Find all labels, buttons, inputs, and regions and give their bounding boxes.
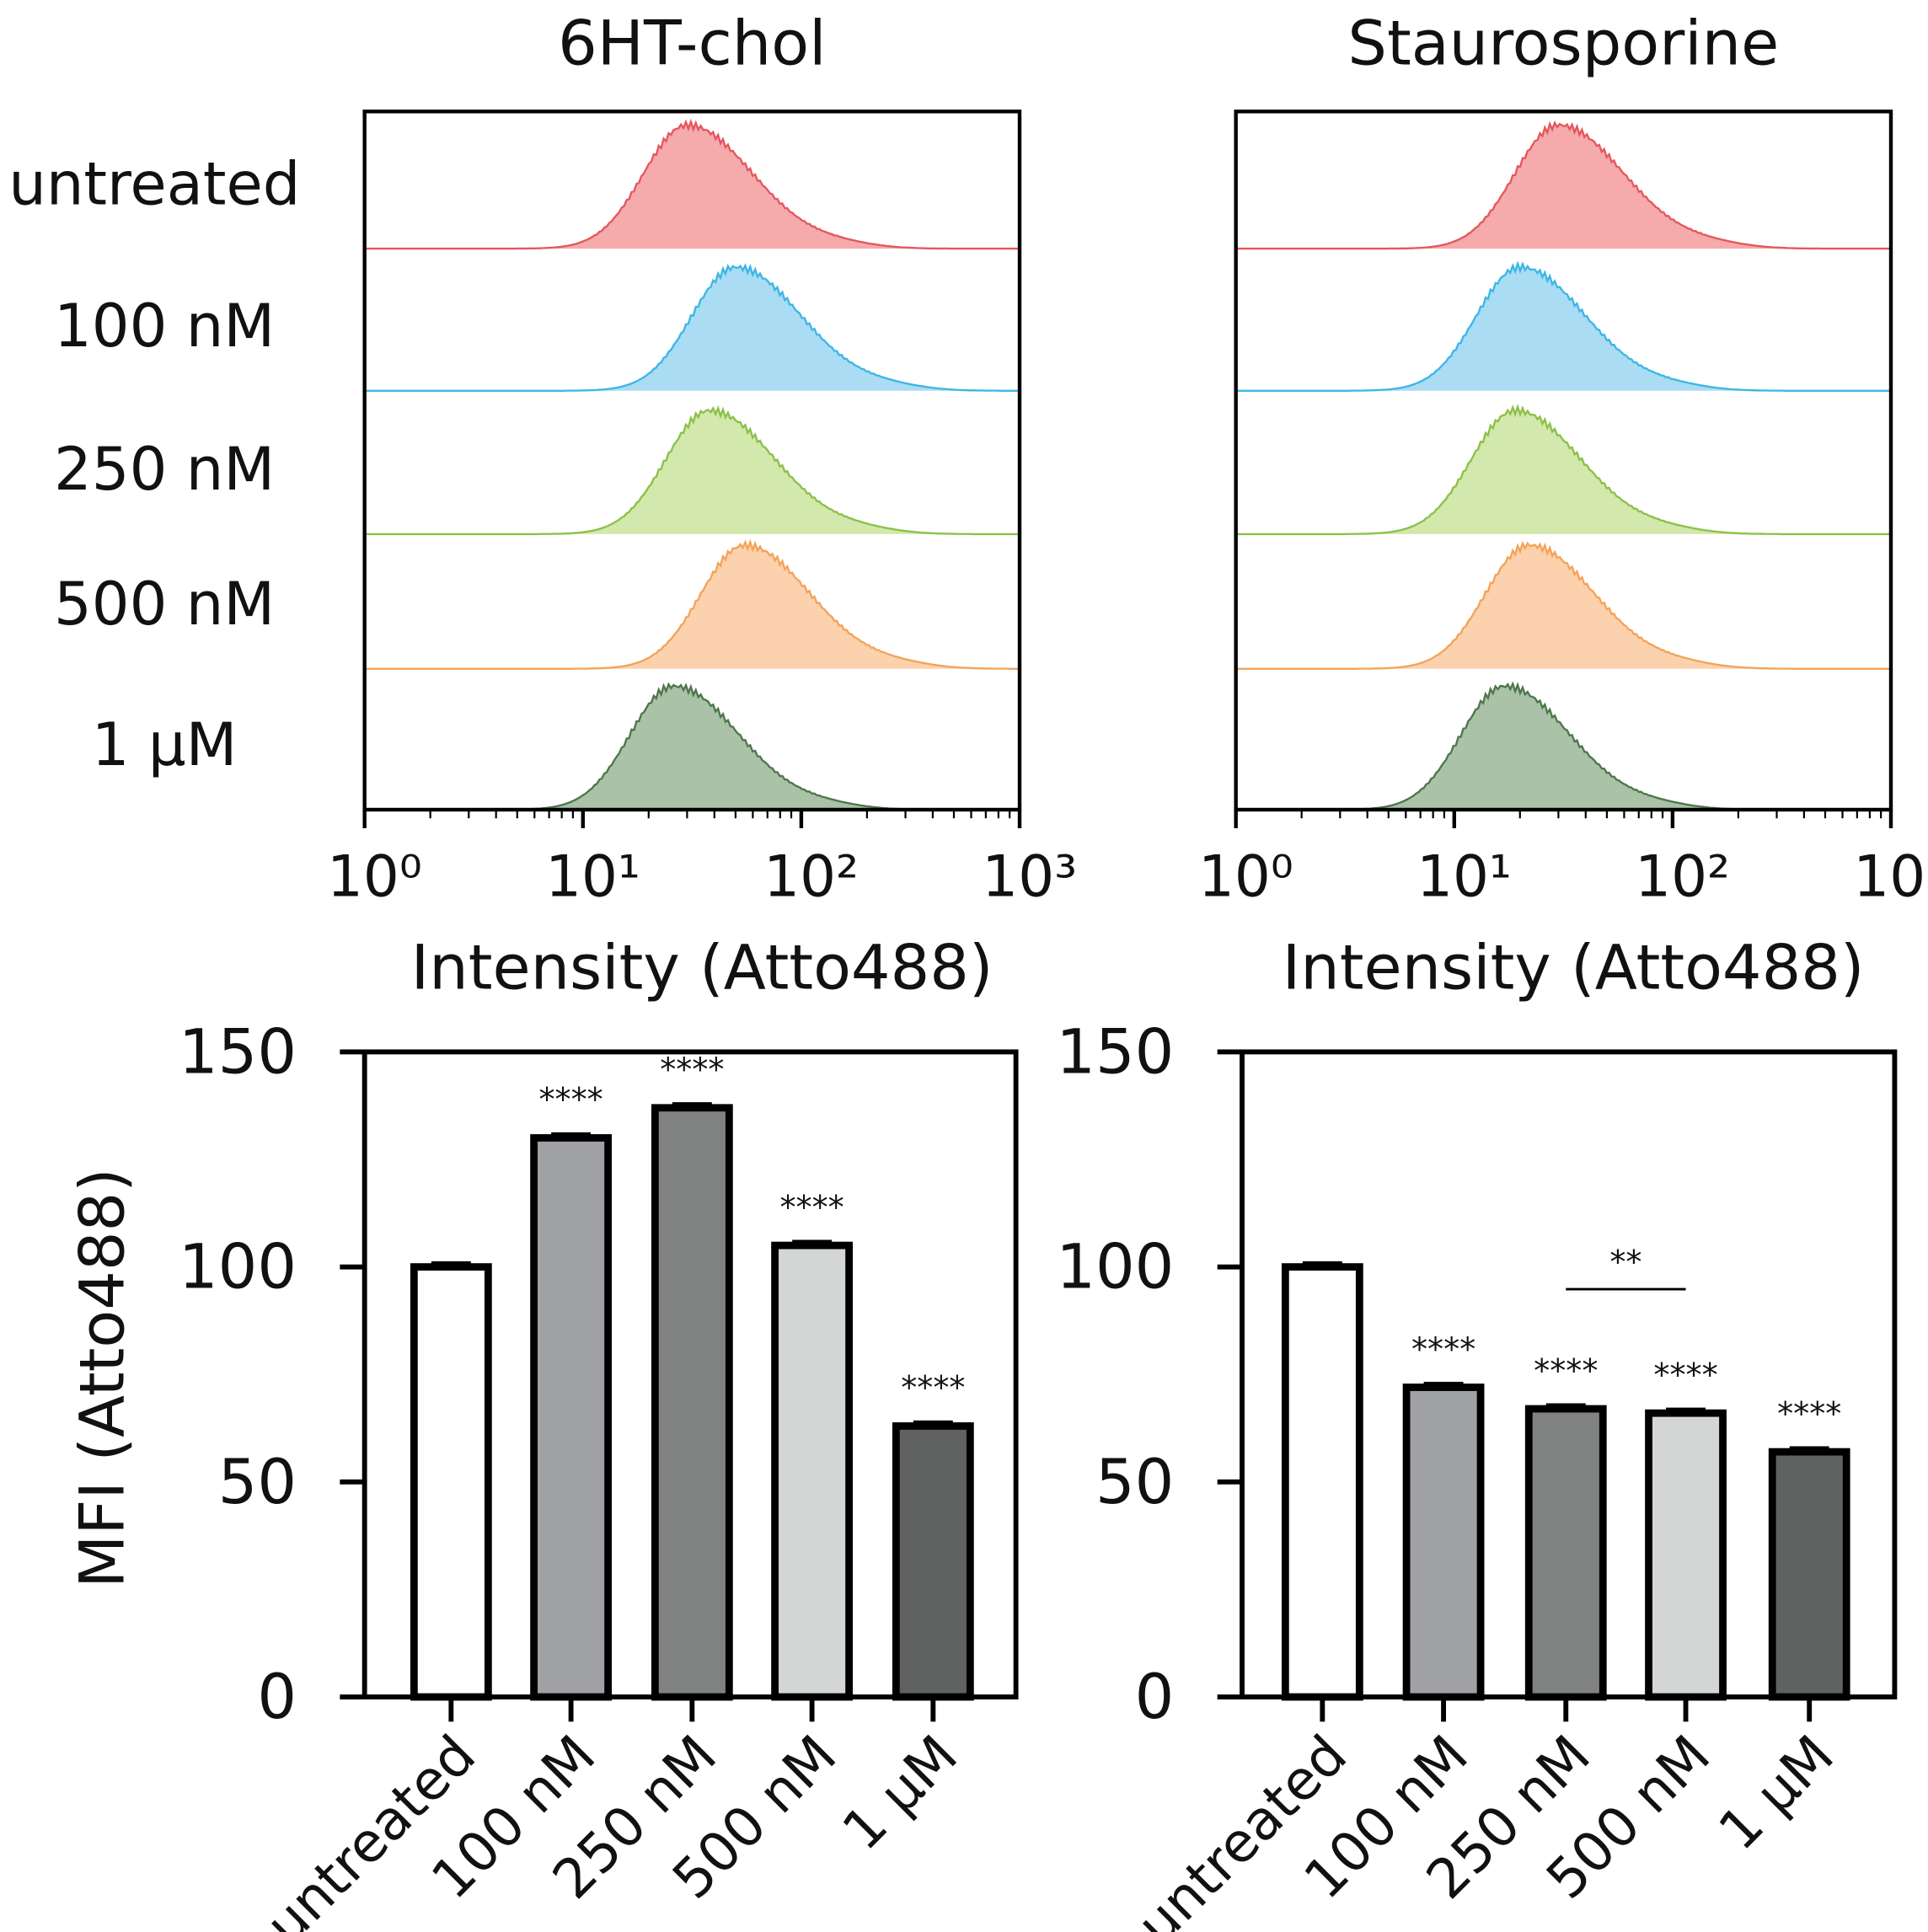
histogram-frame <box>1234 110 1893 812</box>
y-tick-label: 150 <box>1056 1016 1174 1088</box>
x-tick-label: 10¹ <box>545 843 640 910</box>
histogram-area <box>1235 683 1891 810</box>
x-tick-label: 10⁰ <box>327 843 422 910</box>
histogram-area <box>1235 543 1891 669</box>
row-label: 100 nM <box>54 292 275 361</box>
bar <box>892 1422 974 1701</box>
histogram-area <box>364 121 1020 249</box>
x-tick-label: 10⁰ <box>1198 843 1293 910</box>
histogram-line <box>364 538 1020 670</box>
x-tick-label: untreated <box>1125 1724 1358 1932</box>
bar-panel-3 <box>1217 1049 1898 1722</box>
histogram-area <box>1235 406 1891 534</box>
row-label: 500 nM <box>54 570 275 639</box>
histogram-line <box>364 404 1020 536</box>
y-tick-label: 0 <box>257 1662 297 1733</box>
x-axis-label: Intensity (Atto488) <box>411 933 993 1004</box>
bar-panel-2 <box>340 1049 1019 1722</box>
histogram-line <box>364 118 1020 250</box>
bar <box>1768 1448 1850 1701</box>
bar <box>530 1134 612 1701</box>
x-tick-label: 1 µM <box>831 1724 970 1863</box>
histogram-area <box>364 265 1020 391</box>
row-label: 1 µM <box>92 710 238 779</box>
y-tick-label: 100 <box>179 1232 297 1303</box>
histogram-panel-0 <box>362 110 1022 828</box>
significance-label: **** <box>1777 1395 1841 1432</box>
histogram-line <box>1235 120 1891 250</box>
significance-label: **** <box>1534 1352 1598 1389</box>
significance-label: **** <box>538 1081 602 1118</box>
y-tick-label: 50 <box>1095 1447 1174 1518</box>
significance-label: **** <box>779 1189 844 1226</box>
histogram-panel-1 <box>1234 110 1893 828</box>
x-tick-label: 10² <box>763 843 859 910</box>
x-tick-label: 10³ <box>982 843 1077 910</box>
row-label: 250 nM <box>54 435 275 504</box>
x-tick-label: 10³ <box>1853 843 1928 910</box>
significance-label: **** <box>1411 1330 1475 1367</box>
x-tick-label: 10² <box>1635 843 1730 910</box>
significance-label: **** <box>660 1052 724 1089</box>
histogram-frame <box>362 110 1022 812</box>
row-label: untreated <box>8 149 300 218</box>
histogram-line <box>364 263 1020 392</box>
bracket-label: ** <box>1609 1244 1641 1281</box>
bar <box>1402 1383 1485 1701</box>
x-tick-label: 1 µM <box>1707 1724 1846 1863</box>
y-tick-label: 100 <box>1056 1232 1174 1303</box>
histogram-area <box>1235 263 1891 391</box>
x-axis-label: Intensity (Atto488) <box>1283 933 1865 1004</box>
bar <box>410 1263 492 1701</box>
bar <box>1524 1405 1607 1701</box>
panel-title: 6HT-chol <box>558 8 826 80</box>
x-tick-label: 10¹ <box>1417 843 1512 910</box>
histogram-line <box>1235 404 1891 536</box>
bar <box>771 1241 853 1701</box>
significance-label: **** <box>1653 1357 1717 1394</box>
histogram-line <box>1235 540 1891 670</box>
significance-label: **** <box>901 1369 965 1406</box>
y-tick-label: 150 <box>179 1016 297 1088</box>
y-tick-label: 50 <box>218 1447 297 1518</box>
y-axis-label: MFI (Atto488) <box>67 1168 139 1588</box>
histogram-area <box>1235 122 1891 249</box>
bar <box>1645 1409 1727 1701</box>
histogram-area <box>364 542 1020 669</box>
y-tick-label: 0 <box>1135 1662 1175 1733</box>
bar <box>1281 1263 1363 1701</box>
bar <box>651 1104 733 1701</box>
x-tick-label: untreated <box>254 1724 487 1932</box>
histogram-line <box>1235 260 1891 392</box>
histogram-area <box>364 408 1020 534</box>
panel-title: Staurosporine <box>1347 8 1779 80</box>
histogram-area <box>364 684 1020 810</box>
